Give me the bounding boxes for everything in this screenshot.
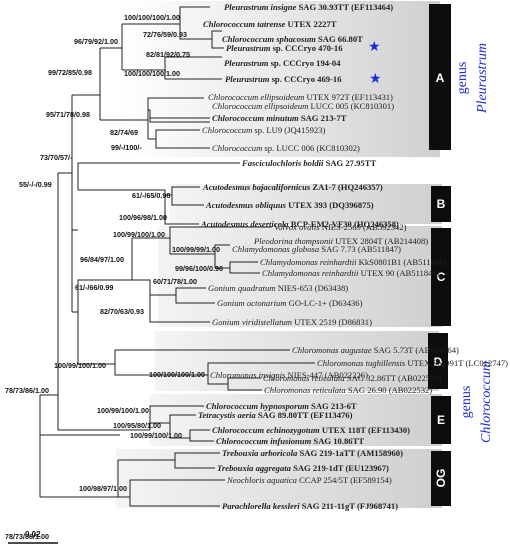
svg-text:Chlorococcum: Chlorococcum — [479, 361, 494, 443]
taxa-labels: Pleurastrum insigne SAG 30.93TT (EF11346… — [198, 2, 508, 511]
genus-chlorococcum-label: genus — [459, 386, 474, 419]
svg-text:Fasciculochloris boldii SAG 27: Fasciculochloris boldii SAG 27.95TT — [241, 158, 376, 168]
clade-B-label: B — [437, 197, 446, 211]
clade-D-bar — [428, 333, 448, 389]
svg-text:Chlorococcum sphacosum SAG 66.: Chlorococcum sphacosum SAG 66.80T — [222, 34, 363, 44]
svg-text:100/99/100/1.00: 100/99/100/1.00 — [113, 230, 165, 239]
svg-text:100/100/100/1.00: 100/100/100/1.00 — [124, 69, 180, 78]
clade-E-background — [150, 394, 442, 446]
svg-text:95/71/78/0.98: 95/71/78/0.98 — [46, 110, 90, 119]
svg-text:Chlorococcum sp. LUCC 006 (KC8: Chlorococcum sp. LUCC 006 (KC810302) — [212, 143, 360, 153]
svg-text:Trebouxia aggregata SAG 219-1d: Trebouxia aggregata SAG 219-1dT (EU12396… — [217, 463, 389, 473]
svg-text:Pleurastrum sp. CCCryo 470-16: Pleurastrum sp. CCCryo 470-16 — [226, 43, 343, 53]
svg-text:Acutodesmus bajacalifornicus Z: Acutodesmus bajacalifornicus ZA1-7 (HQ24… — [202, 182, 383, 192]
scale-bar-label: 0.02 — [25, 530, 41, 539]
svg-text:Pleurastrum sp. CCCryo 194-04: Pleurastrum sp. CCCryo 194-04 — [224, 58, 341, 68]
tree-branches — [39, 6, 315, 507]
clade-OG-bar — [431, 451, 451, 506]
svg-text:100/100/100/1.00: 100/100/100/1.00 — [124, 13, 180, 22]
svg-text:96/79/92/1.00: 96/79/92/1.00 — [74, 37, 118, 46]
svg-text:Tetracystis aeria SAG 89.80TT: Tetracystis aeria SAG 89.80TT (EF113476) — [198, 410, 353, 420]
svg-text:100/99/99/1.00: 100/99/99/1.00 — [172, 245, 220, 254]
svg-text:Chloromonas reticulata SAG 32.: Chloromonas reticulata SAG 32.86TT (AB02… — [263, 373, 442, 383]
clade-C-label: C — [437, 270, 446, 284]
svg-text:55/-/-/0.99: 55/-/-/0.99 — [19, 180, 52, 189]
svg-text:Chloromonas augustae SAG 5.73T: Chloromonas augustae SAG 5.73T (AB504764… — [292, 345, 459, 355]
svg-text:Parachlorella kessleri SAG 211: Parachlorella kessleri SAG 211-11gT (FJ9… — [222, 501, 398, 511]
svg-text:60/71/78/1.00: 60/71/78/1.00 — [153, 277, 197, 286]
clade-B-bar — [431, 186, 451, 222]
svg-text:Pleurastrum: Pleurastrum — [475, 43, 490, 114]
genus-pleurastrum-label: genus — [455, 62, 470, 95]
svg-text:Chlamydomonas reinhardtii UTEX: Chlamydomonas reinhardtii UTEX 90 (AB511… — [262, 268, 440, 278]
genus-pleurastrum-name: Pleurastrum — [475, 43, 490, 114]
clade-C-background — [158, 226, 442, 327]
genus-chlorococcum-name: Chlorococcum — [479, 361, 494, 443]
svg-text:Chlorococcum tatrense UTEX 222: Chlorococcum tatrense UTEX 2227T — [203, 19, 337, 29]
star-marker-470-16: ★ — [368, 39, 381, 55]
clade-E-label: E — [437, 413, 445, 427]
svg-text:Acutodesmus deserticola BCP-EM: Acutodesmus deserticola BCP-EM2-VF30 (HQ… — [200, 219, 399, 229]
clade-D-background — [155, 331, 439, 391]
svg-text:82/70/63/0.93: 82/70/63/0.93 — [100, 307, 144, 316]
svg-text:Acutodesmus obliquus UTEX 393: Acutodesmus obliquus UTEX 393 (DQ396875) — [205, 200, 374, 210]
svg-text:99/-/100/-: 99/-/100/- — [111, 143, 142, 152]
svg-text:Volvox ovalis NIES-2569 (AB592: Volvox ovalis NIES-2569 (AB592342) — [274, 222, 407, 232]
svg-text:Neochloris aquatica CCAP 254/5: Neochloris aquatica CCAP 254/5T (EF58915… — [226, 475, 392, 485]
svg-text:Chlamydomonas globosa SAG 7.73: Chlamydomonas globosa SAG 7.73 (AB511847… — [232, 244, 401, 254]
clade-A-label: A — [436, 71, 445, 85]
svg-text:Pleurastrum sp. CCCryo 469-16: Pleurastrum sp. CCCryo 469-16 — [225, 74, 342, 84]
svg-text:genus: genus — [455, 62, 470, 95]
svg-text:Chloromonas reticulata SAG 26.: Chloromonas reticulata SAG 26.90 (AB0225… — [264, 385, 432, 395]
clade-D-label: D — [434, 355, 443, 369]
svg-text:Trebouxia arboricola SAG 219-1: Trebouxia arboricola SAG 219-1aTT (AM158… — [222, 448, 403, 458]
svg-text:73/70/57/-: 73/70/57/- — [40, 153, 73, 162]
svg-text:100/95/80/1.00: 100/95/80/1.00 — [113, 421, 161, 430]
star-marker-469-16: ★ — [369, 71, 382, 87]
svg-text:100/99/100/1.00: 100/99/100/1.00 — [54, 361, 106, 370]
svg-text:Chlorococcum hypnosporum SAG 2: Chlorococcum hypnosporum SAG 213-6T — [206, 401, 357, 411]
svg-text:Chlorococcum ellipsoideum LUCC: Chlorococcum ellipsoideum LUCC 005 (KC81… — [212, 101, 394, 111]
svg-text:Chloromonas insignis NIES-447: Chloromonas insignis NIES-447 (AB022226) — [210, 370, 368, 380]
svg-text:Gonium quadratum NIES-653 (D63: Gonium quadratum NIES-653 (D63438) — [208, 283, 348, 293]
svg-text:100/99/100/1.00: 100/99/100/1.00 — [97, 406, 149, 415]
clade-OG-label: OG — [434, 469, 448, 488]
svg-text:100/100/100/1.00: 100/100/100/1.00 — [149, 370, 205, 379]
svg-text:Gonium octonarium GO-LC-1+ (D6: Gonium octonarium GO-LC-1+ (D63436) — [217, 298, 363, 308]
clade-OG-background — [116, 449, 442, 508]
clade-C-bar — [431, 228, 451, 326]
svg-text:78/73/86/1.00: 78/73/86/1.00 — [5, 532, 49, 541]
svg-text:Pleurastrum insigne SAG 30.93T: Pleurastrum insigne SAG 30.93TT (EF11346… — [224, 2, 393, 12]
clade-E-bar — [431, 396, 451, 444]
support-values: 100/100/100/1.00 72/76/59/0.93 96/79/92/… — [5, 13, 223, 541]
svg-text:99/96/100/0.96: 99/96/100/0.96 — [175, 264, 223, 273]
svg-text:61/-/65/0.98: 61/-/65/0.98 — [132, 191, 170, 200]
svg-text:Gonium viridistellatum UTEX 25: Gonium viridistellatum UTEX 2519 (D86831… — [212, 317, 372, 327]
svg-text:Chlorococcum minutum SAG 213-7: Chlorococcum minutum SAG 213-7T — [212, 113, 347, 123]
svg-text:Chlorococcum echinozygotum UTE: Chlorococcum echinozygotum UTEX 118T (EF… — [212, 425, 410, 435]
svg-text:Chlamydomonas reinhardtii KkS0: Chlamydomonas reinhardtii KkS0801B1 (AB5… — [260, 257, 447, 267]
svg-text:96/84/97/1.00: 96/84/97/1.00 — [80, 255, 124, 264]
svg-text:Pleodorina thompsonii UTEX 280: Pleodorina thompsonii UTEX 2804T (AB2144… — [253, 236, 428, 246]
svg-text:82/74/69: 82/74/69 — [110, 128, 138, 137]
svg-text:100/96/98/1.00: 100/96/98/1.00 — [119, 213, 167, 222]
svg-text:72/76/59/0.93: 72/76/59/0.93 — [143, 30, 187, 39]
svg-text:100/99/100/1.00: 100/99/100/1.00 — [130, 431, 182, 440]
svg-text:82/81/92/0.75: 82/81/92/0.75 — [146, 50, 190, 59]
svg-text:100/98/97/1.00: 100/98/97/1.00 — [79, 484, 127, 493]
clade-B-background — [170, 184, 442, 224]
svg-text:99/72/85/0.98: 99/72/85/0.98 — [48, 68, 92, 77]
svg-text:Chloromonas tughillensis UTEX: Chloromonas tughillensis UTEX SNO91T (LC… — [317, 358, 508, 368]
svg-text:61/-/66/0.99: 61/-/66/0.99 — [75, 283, 113, 292]
svg-text:Chlorococcum sp. LU9 (JQ415923: Chlorococcum sp. LU9 (JQ415923) — [202, 125, 325, 135]
svg-text:Chlorococcum infusionum SAG 10: Chlorococcum infusionum SAG 10.86TT — [216, 436, 364, 446]
svg-text:Chlorococcum ellipsoideum UTEX: Chlorococcum ellipsoideum UTEX 972T (EF1… — [208, 92, 393, 102]
clade-A-bar — [429, 4, 451, 150]
svg-text:genus: genus — [459, 386, 474, 419]
svg-text:78/73/86/1.00: 78/73/86/1.00 — [5, 386, 49, 395]
